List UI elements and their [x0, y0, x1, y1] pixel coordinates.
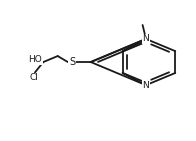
Text: Cl: Cl [30, 73, 38, 82]
Text: HO: HO [28, 55, 42, 64]
Text: S: S [69, 57, 75, 67]
Text: N: N [143, 81, 149, 90]
Text: N: N [143, 34, 149, 43]
